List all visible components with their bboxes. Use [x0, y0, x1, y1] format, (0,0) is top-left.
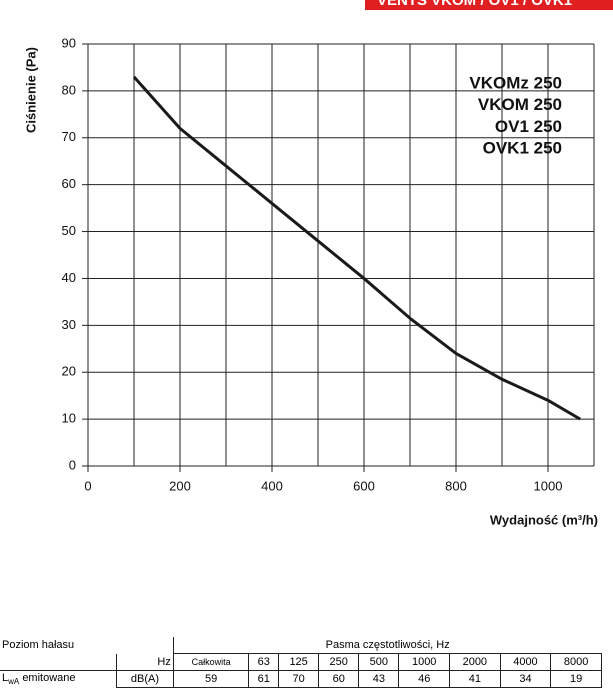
value-cell: 61 — [248, 670, 280, 688]
unit-cell: Hz — [116, 653, 174, 671]
y-tick-label: 0 — [69, 457, 76, 472]
x-tick-label: 0 — [84, 478, 91, 493]
value-cell: 43 — [358, 670, 400, 688]
chart: Ciśnienie (Pa) Wydajność (m³/h) 0 10 20 30 4… — [23, 35, 598, 527]
y-tick-label: 80 — [62, 82, 76, 97]
value-cell: 46 — [398, 670, 451, 688]
x-tick-label: 800 — [445, 478, 467, 493]
row-label: LwA emitowane — [0, 670, 117, 688]
x-tick-label: 1000 — [534, 478, 563, 493]
row-label-main: L — [2, 672, 9, 685]
x-tick-label: 600 — [353, 478, 375, 493]
banner-text: VENTS VKOM / OV1 / OVK1 — [377, 0, 573, 9]
x-tick-label: 400 — [261, 478, 283, 493]
annotation: VKOM 250 — [478, 95, 562, 114]
value-cell: dB(A) — [116, 670, 174, 688]
table-title: Poziom hałasu — [0, 637, 174, 654]
y-tick-label: 10 — [62, 411, 76, 426]
unit-cell: 1000 — [398, 653, 451, 671]
unit-cell: 125 — [278, 653, 320, 671]
line — [132, 75, 581, 421]
y-tick-label: 30 — [62, 317, 76, 332]
unit-cell: 8000 — [550, 653, 602, 671]
annotation: VKOMz 250 — [469, 73, 562, 92]
value-cell: 70 — [278, 670, 320, 688]
y-axis-label: Ciśnienie (Pa) — [23, 47, 38, 133]
y-tick-label: 60 — [62, 176, 76, 191]
noise-table: Poziom hałasu Pasma częstotliwości, Hz H… — [0, 637, 602, 688]
unit-cell: 4000 — [499, 653, 552, 671]
annotation: OV1 250 — [495, 117, 562, 136]
unit-cell: 2000 — [449, 653, 501, 671]
unit-cell: 250 — [318, 653, 360, 671]
value-cell: 41 — [449, 670, 501, 688]
unit-cell: 500 — [358, 653, 400, 671]
unit-cell: Całkowita — [172, 653, 250, 671]
y-tick-label: 40 — [62, 270, 76, 285]
banner: VENTS VKOM / OV1 / OVK1 — [365, 0, 613, 10]
row-label-rest: emitowane — [22, 672, 76, 685]
y-tick-label: 20 — [62, 364, 76, 379]
y-tick-label: 50 — [62, 223, 76, 238]
x-tick-label: 200 — [169, 478, 191, 493]
value-cell: 19 — [550, 670, 602, 688]
row-label-sub: wA — [8, 677, 20, 687]
x-axis-label: Wydajność (m³/h) — [490, 512, 598, 527]
y-tick-label: 70 — [62, 129, 76, 144]
annotation: OVK1 250 — [483, 139, 562, 158]
band-title: Pasma częstotliwości, Hz — [172, 637, 602, 654]
value-cell: 34 — [499, 670, 552, 688]
value-cell: 59 — [172, 670, 250, 688]
y-tick-label: 90 — [62, 35, 76, 50]
value-cell: 60 — [318, 670, 360, 688]
unit-cell: 63 — [248, 653, 280, 671]
